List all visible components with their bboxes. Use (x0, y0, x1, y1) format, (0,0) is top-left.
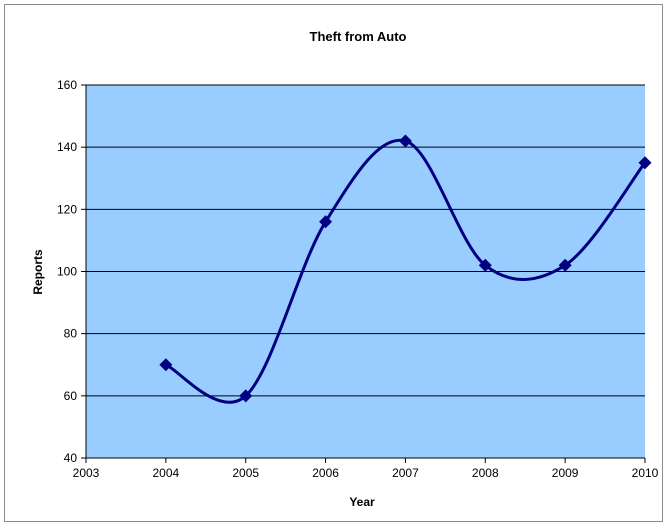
y-tick-label-40: 40 (64, 451, 78, 465)
data-point-2005 (239, 389, 253, 403)
data-markers (159, 134, 652, 403)
data-point-2004 (159, 358, 173, 372)
x-tick-label-2006: 2006 (312, 466, 339, 480)
x-tick-label-2008: 2008 (472, 466, 499, 480)
x-tick-label-2007: 2007 (392, 466, 419, 480)
x-tick-label-2010: 2010 (632, 466, 659, 480)
x-axis-label: Year (349, 495, 375, 509)
data-point-2007 (398, 134, 412, 148)
x-tick-label-2004: 2004 (153, 466, 180, 480)
y-tick-label-80: 80 (64, 327, 78, 341)
y-axis-label: Reports (31, 249, 45, 295)
x-tick-label-2005: 2005 (232, 466, 259, 480)
y-tick-label-160: 160 (57, 78, 77, 92)
data-point-2006 (319, 215, 333, 229)
x-axis-ticks: 2003 2004 2005 2006 2007 2008 2009 2010 (73, 458, 659, 480)
y-axis-ticks: 40 60 80 100 120 140 160 (57, 78, 86, 465)
x-tick-label-2003: 2003 (73, 466, 100, 480)
y-tick-label-100: 100 (57, 265, 77, 279)
y-tick-label-140: 140 (57, 140, 77, 154)
chart-title: Theft from Auto (310, 29, 407, 44)
y-tick-label-120: 120 (57, 202, 77, 216)
y-tick-label-60: 60 (64, 389, 78, 403)
x-tick-label-2009: 2009 (552, 466, 579, 480)
data-point-2010 (638, 156, 652, 170)
data-point-2008 (478, 258, 492, 272)
data-point-2009 (558, 258, 572, 272)
